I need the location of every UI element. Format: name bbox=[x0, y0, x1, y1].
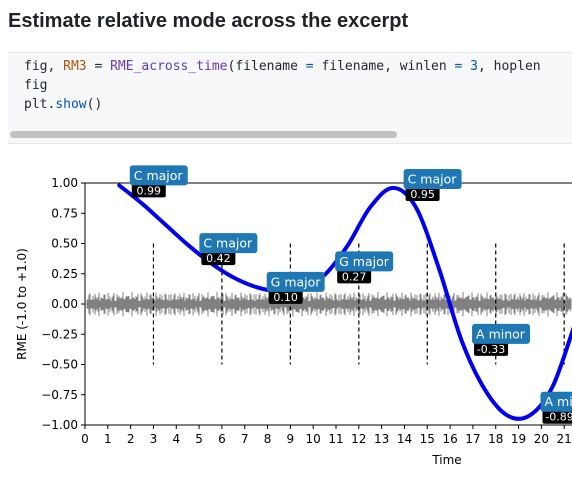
chord-label-text: C major bbox=[203, 236, 253, 251]
x-tick-label: 7 bbox=[241, 432, 249, 446]
chord-label-text: C major bbox=[134, 168, 184, 183]
x-tick-label: 4 bbox=[172, 432, 180, 446]
value-badge bbox=[474, 341, 509, 356]
value-badge bbox=[201, 251, 236, 266]
x-tick-label: 3 bbox=[150, 432, 158, 446]
rme-chart: −1.00 −0.75 −0.50 −0.25 0.00 0.25 0.50 0.75 1.00… bbox=[15, 165, 572, 467]
chord-label-badge bbox=[335, 251, 394, 272]
x-tick-label: 2 bbox=[127, 432, 135, 446]
chord-label-text: C major bbox=[408, 172, 458, 187]
chord-label-text: A minor bbox=[476, 326, 526, 341]
chord-annotation: -0.89 A minor bbox=[540, 391, 572, 424]
x-tick-label: 17 bbox=[465, 432, 480, 446]
chord-label-text: A minor bbox=[545, 394, 572, 409]
value-text: 0.99 bbox=[137, 184, 162, 197]
chord-annotation: 0.99C major bbox=[129, 165, 188, 198]
chord-label-badge bbox=[129, 165, 188, 186]
x-tick-label: 1 bbox=[104, 432, 112, 446]
x-tick-label: 12 bbox=[351, 432, 366, 446]
y-axis-label: RME (-1.0 to +1.0) bbox=[15, 248, 29, 360]
x-tick-label: 20 bbox=[534, 432, 549, 446]
x-tick-label: 15 bbox=[420, 432, 435, 446]
value-text: 0.27 bbox=[342, 270, 367, 283]
y-tick-label: −0.50 bbox=[41, 358, 78, 372]
chord-label-text: G major bbox=[271, 274, 322, 289]
audio-waveform bbox=[86, 292, 572, 317]
value-badge bbox=[131, 183, 166, 198]
chord-label-text: G major bbox=[339, 254, 390, 269]
value-text: -0.33 bbox=[477, 343, 505, 356]
page-heading: Estimate relative mode across the excerp… bbox=[8, 10, 409, 32]
x-tick-label: 10 bbox=[306, 432, 321, 446]
chord-annotation: 0.10 G major bbox=[266, 271, 325, 304]
y-tick-label: 0.50 bbox=[51, 237, 78, 251]
x-tick-label: 19 bbox=[511, 432, 526, 446]
y-tick-label: 0.25 bbox=[51, 267, 78, 281]
x-tick-label: 8 bbox=[264, 432, 272, 446]
x-tick-label: 16 bbox=[442, 432, 457, 446]
horizontal-scrollbar[interactable] bbox=[8, 128, 572, 140]
y-tick-label: 0.00 bbox=[51, 297, 78, 311]
x-axis-label: Time bbox=[431, 453, 461, 467]
chord-label-badge bbox=[403, 169, 462, 190]
x-tick-label: 5 bbox=[195, 432, 203, 446]
x-tick-label: 0 bbox=[81, 432, 89, 446]
value-text: 0.42 bbox=[206, 252, 231, 265]
value-text: -0.89 bbox=[545, 411, 572, 424]
chord-label-badge bbox=[540, 391, 572, 412]
code-text[interactable]: fig, RM3 = RME_across_time(filename = fi… bbox=[24, 59, 541, 112]
value-badge bbox=[542, 409, 572, 424]
chord-label-badge bbox=[472, 323, 531, 344]
value-badge bbox=[405, 187, 440, 202]
chord-annotation: 0.42C major bbox=[199, 233, 258, 266]
x-tick-label: 18 bbox=[488, 432, 503, 446]
value-badge bbox=[337, 269, 372, 284]
y-tick-label: 1.00 bbox=[51, 176, 78, 190]
value-badge bbox=[268, 289, 303, 304]
y-tick-label: 0.75 bbox=[51, 206, 78, 220]
x-tick-label: 6 bbox=[218, 432, 226, 446]
value-text: 0.95 bbox=[410, 188, 435, 201]
x-tick-label: 21 bbox=[557, 432, 572, 446]
x-tick-label: 9 bbox=[287, 432, 295, 446]
chord-label-badge bbox=[199, 233, 258, 254]
chord-label-badge bbox=[266, 271, 325, 292]
x-tick-label: 13 bbox=[374, 432, 389, 446]
value-text: 0.10 bbox=[273, 291, 298, 304]
scrollbar-thumb[interactable] bbox=[10, 131, 397, 138]
code-function: RME_across_time bbox=[110, 59, 228, 74]
y-tick-label: −0.25 bbox=[41, 327, 78, 341]
code-cell[interactable]: fig, RM3 = RME_across_time(filename = fi… bbox=[8, 52, 572, 144]
y-tick-label: −1.00 bbox=[41, 418, 78, 432]
x-tick-label: 14 bbox=[397, 432, 412, 446]
chord-annotation: 0.27G major bbox=[335, 251, 394, 284]
chord-annotation: 0.95C major bbox=[403, 169, 462, 202]
y-tick-label: −0.75 bbox=[41, 388, 78, 402]
code-variable: RM3 bbox=[63, 59, 87, 74]
chord-annotation: -0.33 A minor bbox=[472, 323, 531, 356]
x-tick-label: 11 bbox=[328, 432, 343, 446]
